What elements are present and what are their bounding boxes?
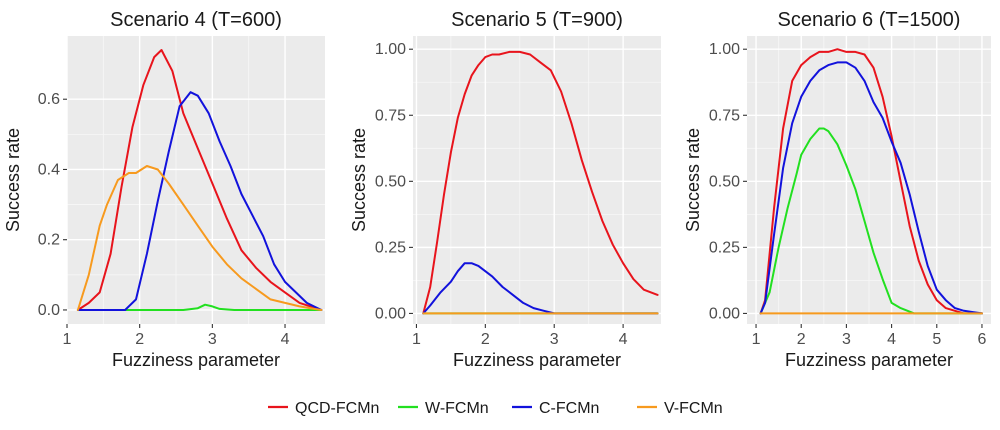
x-tick-label: 4 (619, 331, 628, 348)
y-tick-label: 1.00 (375, 41, 406, 58)
x-tick-label: 6 (978, 331, 987, 348)
series-line-w-fcmn (759, 127, 983, 315)
legend-label: W-FCMn (425, 400, 489, 417)
y-tick-label: 0.4 (38, 161, 60, 178)
chart-panel-2: 1 2 3 4 0.00 0.25 0.50 0.75 1.00 Scenario 5 (T=90… (349, 9, 661, 370)
y-tick-label: 0.00 (709, 305, 740, 322)
chart-panel-1: 1 2 3 4 0.0 0.2 0.4 0.6 Scenario 4 (T=600) Fuzzin… (3, 9, 325, 370)
legend-label: V-FCMn (664, 400, 723, 417)
panel-title: Scenario 4 (T=600) (110, 9, 282, 31)
y-tick-label: 0.25 (709, 239, 740, 256)
series-line-qcd-fcmn (422, 50, 659, 315)
x-axis-title: Fuzziness parameter (453, 350, 621, 370)
y-axis-title: Success rate (683, 128, 703, 232)
y-tick-label: 0.25 (375, 239, 406, 256)
x-axis-title: Fuzziness parameter (112, 350, 280, 370)
series-line-qcd-fcmn (76, 49, 323, 311)
legend-item: C-FCMn (512, 400, 599, 417)
series-line-c-fcmn (76, 91, 323, 311)
x-tick-label: 1 (412, 331, 421, 348)
x-tick-label: 3 (208, 331, 217, 348)
legend-label: QCD-FCMn (295, 400, 379, 417)
y-tick-label: 0.75 (709, 107, 740, 124)
panel-title: Scenario 5 (T=900) (451, 9, 623, 31)
x-tick-label: 1 (752, 331, 761, 348)
series-line-qcd-fcmn (759, 48, 983, 315)
series-line-w-fcmn (76, 303, 323, 311)
y-axis-title: Success rate (3, 128, 23, 232)
y-axis-title: Success rate (349, 128, 369, 232)
y-tick-label: 0.00 (375, 305, 406, 322)
x-tick-label: 2 (481, 331, 490, 348)
panel-background (67, 36, 325, 324)
legend-item: V-FCMn (637, 400, 723, 417)
x-axis-title: Fuzziness parameter (785, 350, 953, 370)
legend-item: QCD-FCMn (268, 400, 379, 417)
x-tick-label: 4 (887, 331, 896, 348)
y-tick-label: 0.50 (709, 173, 740, 190)
y-tick-label: 0.2 (38, 232, 60, 249)
legend-label: C-FCMn (539, 400, 599, 417)
legend-item: W-FCMn (398, 400, 489, 417)
x-tick-label: 4 (281, 331, 290, 348)
y-tick-label: 0.75 (375, 107, 406, 124)
series-line-c-fcmn (759, 61, 983, 315)
y-tick-label: 0.6 (38, 91, 60, 108)
y-tick-label: 0.50 (375, 173, 406, 190)
panel-title: Scenario 6 (T=1500) (778, 9, 961, 31)
y-tick-label: 0.0 (38, 302, 60, 319)
y-tick-label: 1.00 (709, 41, 740, 58)
x-tick-label: 3 (550, 331, 559, 348)
chart-panel-3: 1 2 3 4 5 6 0.00 0.25 0.50 0.75 1.00 Scenario 6 (T=… (683, 9, 991, 370)
series-line-c-fcmn (422, 262, 659, 315)
x-tick-label: 2 (135, 331, 144, 348)
legend: QCD-FCMn W-FCMn C-FCMn V-FCMn (268, 400, 723, 417)
x-tick-label: 1 (63, 331, 72, 348)
x-tick-label: 3 (842, 331, 851, 348)
x-tick-label: 2 (797, 331, 806, 348)
x-tick-label: 5 (932, 331, 941, 348)
series-line-v-fcmn (76, 165, 323, 311)
